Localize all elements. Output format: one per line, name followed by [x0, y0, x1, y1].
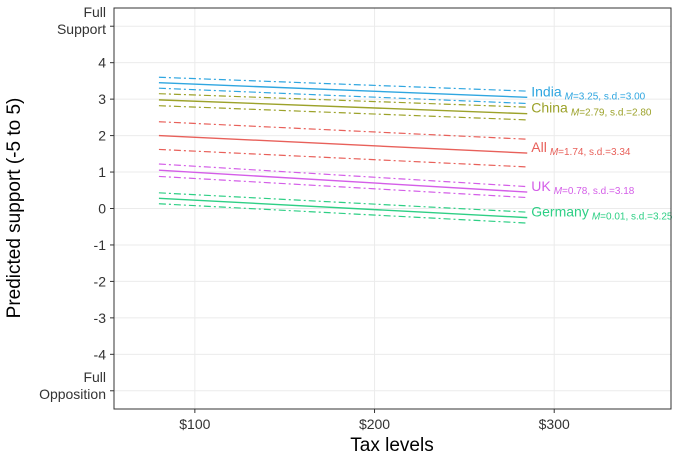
stat-mean-symbol: M: [592, 212, 601, 223]
x-axis: $100 $200 $300: [179, 409, 570, 432]
y-tick-label: 3: [98, 91, 106, 107]
series-label: India M=3.25, s.d.=3.00: [531, 83, 645, 102]
stat-mean-symbol: M: [565, 91, 574, 102]
series-stat: M=2.79, s.d.=2.80: [571, 108, 652, 119]
fit-line: [158, 99, 528, 115]
y-tick-label: -3: [94, 310, 107, 326]
fit-line: [158, 82, 528, 99]
stat-mean-symbol: M: [571, 108, 580, 119]
series-name: India: [531, 83, 562, 99]
series-india: India M=3.25, s.d.=3.00: [158, 76, 646, 105]
series-stat: M=3.25, s.d.=3.00: [565, 91, 646, 102]
series-label: All M=1.74, s.d.=3.34: [531, 139, 631, 158]
series-label: Germany M=0.01, s.d.=3.25: [531, 204, 673, 223]
stat-mean-symbol: M: [554, 186, 563, 197]
upper-ci-line: [158, 192, 528, 213]
series-label: UK M=0.78, s.d.=3.18: [531, 178, 635, 197]
series-label: China M=2.79, s.d.=2.80: [531, 100, 652, 119]
series-germany: Germany M=0.01, s.d.=3.25: [158, 192, 673, 224]
upper-ci-line: [158, 93, 528, 108]
y-tick-label: Full Opposition: [39, 369, 106, 402]
x-axis-title: Tax levels: [350, 435, 433, 456]
upper-ci-line: [158, 121, 528, 140]
upper-ci-line: [158, 163, 528, 188]
x-tick-label: $100: [179, 416, 210, 432]
stat-values: =0.78, s.d.=3.18: [562, 186, 635, 197]
lower-ci-line: [158, 105, 528, 121]
y-tick-label: -2: [94, 273, 107, 289]
y-tick-label: Full Support: [57, 4, 106, 37]
series-name: UK: [531, 178, 551, 194]
y-tick-label: 1: [98, 164, 106, 180]
grid: [114, 8, 671, 409]
upper-ci-line: [158, 76, 528, 92]
lower-ci-line: [158, 87, 528, 105]
stat-values: =0.01, s.d.=3.25: [600, 212, 673, 223]
y-tick-label-line: Full: [83, 369, 106, 385]
y-tick-label: 4: [98, 55, 106, 71]
x-tick-label: $300: [539, 416, 570, 432]
x-tick-label: $200: [359, 416, 390, 432]
lower-ci-line: [158, 175, 528, 199]
y-tick-label: 2: [98, 128, 106, 144]
y-tick-label: -4: [94, 346, 107, 362]
series-china: China M=2.79, s.d.=2.80: [158, 93, 652, 121]
stat-mean-symbol: M: [550, 147, 559, 158]
series-uk: UK M=0.78, s.d.=3.18: [158, 163, 635, 199]
fit-line: [158, 134, 528, 154]
y-tick-label: 0: [98, 201, 106, 217]
stat-values: =2.79, s.d.=2.80: [579, 108, 652, 119]
y-tick-label-line: Full: [83, 4, 106, 20]
y-tick-label-line: Opposition: [39, 386, 106, 402]
stat-values: =1.74, s.d.=3.34: [558, 147, 631, 158]
series-name: China: [531, 100, 568, 116]
y-axis-title: Predicted support (-5 to 5): [4, 98, 25, 319]
lower-ci-line: [158, 203, 528, 224]
lower-ci-line: [158, 148, 528, 168]
series-stat: M=0.78, s.d.=3.18: [554, 186, 635, 197]
series-stat: M=1.74, s.d.=3.34: [550, 147, 631, 158]
series-name: All: [531, 139, 547, 155]
y-tick-label-line: Support: [57, 21, 106, 37]
series-name: Germany: [531, 204, 589, 220]
fit-line: [158, 197, 528, 219]
stat-values: =3.25, s.d.=3.00: [573, 91, 646, 102]
fit-line: [158, 169, 528, 193]
series-stat: M=0.01, s.d.=3.25: [592, 212, 673, 223]
series-all: All M=1.74, s.d.=3.34: [158, 121, 631, 168]
y-tick-label: -1: [94, 237, 107, 253]
